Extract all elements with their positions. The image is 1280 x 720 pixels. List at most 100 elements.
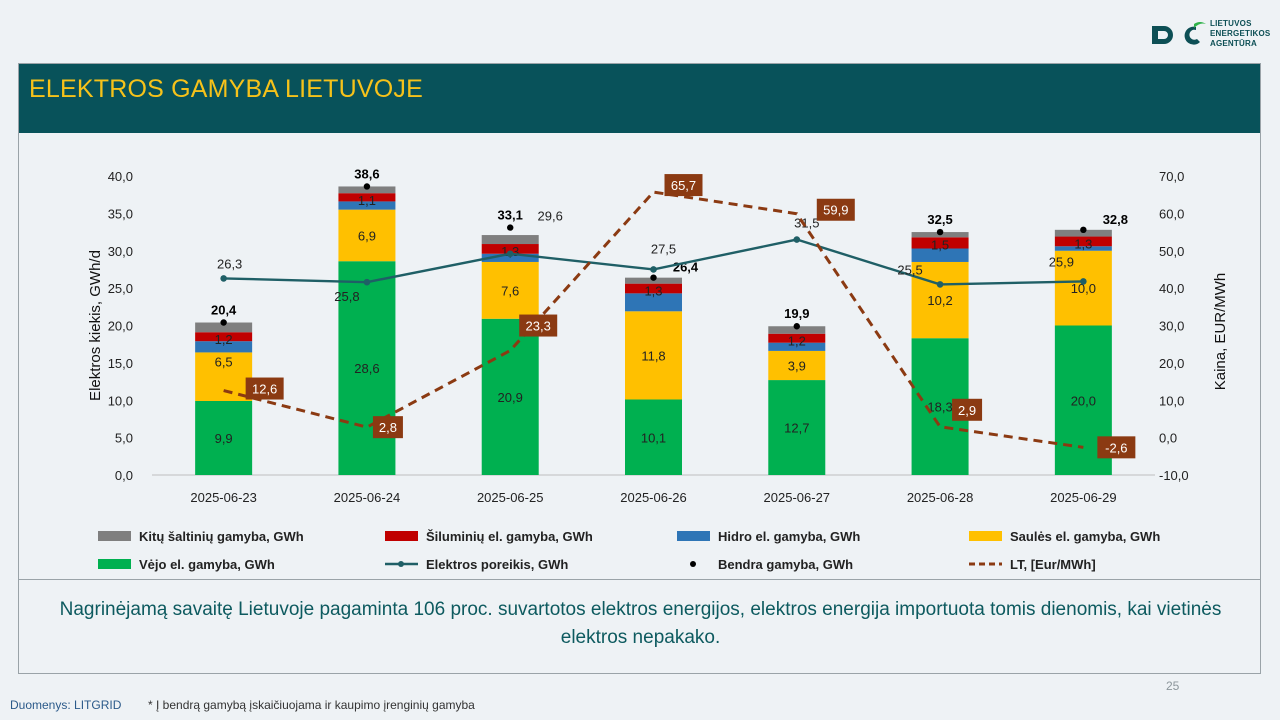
solar-bar-label: 3,9 — [788, 358, 806, 373]
x-tick-label: 2025-06-25 — [477, 490, 544, 505]
price-label-box — [952, 398, 983, 421]
hydro-bar — [1054, 246, 1112, 251]
solar-bar-label: 10,2 — [927, 293, 952, 308]
y2-tick-label: 30,0 — [1159, 319, 1184, 334]
data-source: Duomenys: LITGRID — [10, 698, 122, 712]
y-tick-label: 25,0 — [108, 281, 133, 296]
legend-swatch-marker — [398, 561, 404, 567]
wind-bar-label: 10,1 — [641, 430, 666, 445]
y2-tick-label: 20,0 — [1159, 356, 1184, 371]
legend-label: Bendra gamyba, GWh — [718, 557, 853, 572]
page-number: 25 — [1166, 679, 1180, 693]
demand-marker — [650, 266, 657, 273]
solar-bar-label: 6,9 — [358, 228, 376, 243]
demand-label: 25,5 — [897, 262, 922, 277]
other-bar — [1054, 229, 1112, 237]
thermal-bar — [625, 283, 682, 294]
legend-label: Hidro el. gamyba, GWh — [718, 529, 860, 544]
x-tick-label: 2025-06-26 — [620, 490, 687, 505]
total-marker — [507, 224, 514, 231]
footnote: * Į bendrą gamybą įskaičiuojama ir kaupi… — [148, 698, 475, 712]
thermal-bar-label: 1,3 — [1074, 237, 1092, 252]
solar-bar — [768, 350, 826, 381]
total-label: 19,9 — [784, 306, 809, 321]
y2-axis-label: Kaina, EUR/MWh — [1212, 273, 1229, 391]
legend-swatch — [98, 559, 131, 569]
chart-area: 0,0 5,0 10,0 15,0 20,0 25,0 30,0 35,0 40,0 -10,0 0… — [19, 133, 1260, 580]
wind-bar-label: 20,9 — [498, 390, 523, 405]
price-label: 59,9 — [823, 203, 848, 218]
total-marker — [363, 183, 371, 190]
solar-bar — [1054, 250, 1112, 326]
demand-marker — [936, 281, 944, 288]
thermal-bar-label: 1,2 — [215, 332, 233, 347]
demand-label: 25,8 — [334, 289, 359, 304]
thermal-bar — [481, 244, 539, 254]
y-tick-label: 10,0 — [108, 393, 133, 408]
y-tick-label: 30,0 — [108, 244, 133, 259]
slide-panel: ELEKTROS GAMYBA LIETUVOJE 0,0 5,0 10,0 15,0… — [18, 63, 1261, 674]
x-tick-label: 2025-06-24 — [334, 490, 401, 505]
demand-marker — [506, 250, 514, 258]
hydro-bar — [481, 253, 539, 262]
demand-marker — [363, 278, 371, 286]
production-chart: 0,0 5,0 10,0 15,0 20,0 25,0 30,0 35,0 40,0 -10,0 0… — [87, 166, 1229, 572]
price-label: 23,3 — [526, 319, 551, 334]
other-bar — [338, 186, 396, 194]
y2-tick-label: 0,0 — [1159, 431, 1177, 446]
hydro-bar — [911, 248, 969, 262]
total-label: 38,6 — [354, 166, 379, 181]
logo-line-2: ENERGETIKOS — [1210, 29, 1271, 38]
thermal-bar-label: 1,3 — [644, 284, 662, 299]
solar-bar — [911, 261, 969, 339]
y2-tick-label: 10,0 — [1159, 393, 1184, 408]
wind-bar-label: 18,3 — [927, 400, 952, 415]
wind-bar — [481, 318, 539, 475]
solar-bar — [195, 352, 253, 401]
total-label: 33,1 — [498, 208, 523, 223]
total-label: 32,8 — [1103, 212, 1128, 227]
solar-bar-label: 11,8 — [641, 348, 665, 363]
wind-bar-label: 9,9 — [215, 431, 233, 446]
agency-logo — [1150, 18, 1265, 52]
title-band: ELEKTROS GAMYBA LIETUVOJE — [19, 64, 1260, 133]
wind-bar — [768, 380, 826, 475]
y-tick-label: 40,0 — [108, 169, 133, 184]
legend-label: Šiluminių el. gamyba, GWh — [426, 529, 593, 544]
y-tick-label: 15,0 — [108, 356, 133, 371]
thermal-bar — [338, 193, 396, 202]
total-marker — [1080, 226, 1087, 234]
x-tick-label: 2025-06-27 — [764, 490, 831, 505]
solar-bar — [625, 311, 682, 400]
y-axis-label: Elektros kiekis, GWh/d — [87, 250, 104, 401]
price-label: 65,7 — [671, 178, 696, 193]
demand-marker — [793, 236, 801, 243]
legend-swatch — [677, 531, 710, 541]
demand-label: 27,5 — [651, 241, 676, 256]
wind-bar — [195, 400, 253, 475]
x-tick-label: 2025-06-23 — [190, 490, 257, 505]
wind-bar-label: 12,7 — [784, 421, 809, 436]
thermal-bar — [1054, 236, 1112, 247]
demand-label: 31,5 — [794, 216, 819, 231]
wind-bar — [338, 261, 396, 475]
hydro-bar — [195, 341, 253, 353]
total-marker — [793, 323, 800, 330]
page-title: ELEKTROS GAMYBA LIETUVOJE — [29, 75, 424, 103]
price-label-box — [664, 174, 703, 197]
logo-line-3: AGENTŪRA — [1210, 39, 1257, 48]
y-tick-label: 20,0 — [108, 319, 133, 334]
total-marker — [220, 319, 227, 326]
x-tick-label: 2025-06-29 — [1050, 490, 1117, 505]
price-label-box — [372, 416, 403, 439]
price-label-box — [816, 198, 855, 221]
y2-tick-label: 50,0 — [1159, 244, 1184, 259]
demand-marker — [220, 275, 227, 282]
legend-label: Vėjo el. gamyba, GWh — [139, 557, 275, 572]
total-marker — [650, 274, 657, 281]
legend-label: Kitų šaltinių gamyba, GWh — [139, 529, 304, 544]
price-label: -2,6 — [1105, 440, 1127, 455]
y-tick-label: 35,0 — [108, 206, 133, 221]
wind-bar-label: 28,6 — [354, 361, 379, 376]
solar-bar — [481, 261, 539, 319]
